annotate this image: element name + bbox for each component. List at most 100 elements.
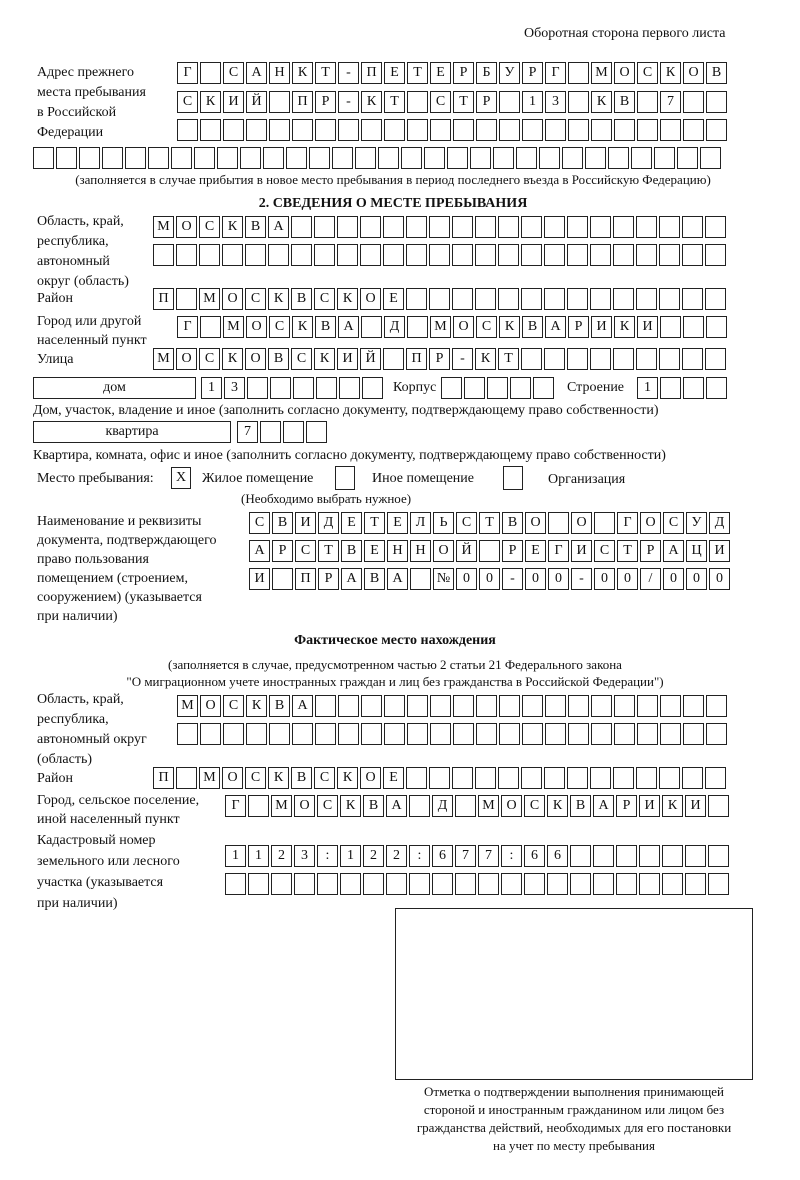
- char-cell[interactable]: Й: [246, 91, 267, 113]
- char-cell[interactable]: 6: [547, 845, 568, 867]
- char-cell[interactable]: [705, 288, 726, 310]
- char-cell[interactable]: К: [314, 348, 335, 370]
- char-cell[interactable]: [683, 723, 704, 745]
- char-cell[interactable]: К: [591, 91, 612, 113]
- char-cell[interactable]: [498, 767, 519, 789]
- char-cell[interactable]: [177, 119, 198, 141]
- char-cell[interactable]: [306, 421, 327, 443]
- char-cell[interactable]: [708, 795, 729, 817]
- char-cell[interactable]: [246, 723, 267, 745]
- char-cell[interactable]: А: [292, 695, 313, 717]
- char-cell[interactable]: А: [593, 795, 614, 817]
- char-cell[interactable]: [409, 873, 430, 895]
- char-cell[interactable]: [677, 147, 698, 169]
- char-cell[interactable]: [309, 147, 330, 169]
- char-cell[interactable]: Р: [429, 348, 450, 370]
- char-cell[interactable]: [705, 767, 726, 789]
- char-cell[interactable]: [409, 795, 430, 817]
- char-cell[interactable]: [384, 723, 405, 745]
- char-cell[interactable]: [286, 147, 307, 169]
- char-cell[interactable]: Е: [430, 62, 451, 84]
- char-cell[interactable]: [544, 288, 565, 310]
- char-cell[interactable]: О: [176, 348, 197, 370]
- char-cell[interactable]: С: [314, 767, 335, 789]
- char-cell[interactable]: [662, 873, 683, 895]
- char-cell[interactable]: В: [614, 91, 635, 113]
- char-cell[interactable]: А: [341, 568, 362, 590]
- char-cell[interactable]: 0: [525, 568, 546, 590]
- char-cell[interactable]: Т: [498, 348, 519, 370]
- char-cell[interactable]: М: [271, 795, 292, 817]
- char-cell[interactable]: [654, 147, 675, 169]
- char-cell[interactable]: 1: [522, 91, 543, 113]
- char-cell[interactable]: [706, 695, 727, 717]
- char-cell[interactable]: Р: [315, 91, 336, 113]
- char-cell[interactable]: Д: [318, 512, 339, 534]
- char-cell[interactable]: [636, 244, 657, 266]
- char-cell[interactable]: О: [525, 512, 546, 534]
- char-cell[interactable]: [567, 288, 588, 310]
- char-cell[interactable]: [452, 244, 473, 266]
- char-cell[interactable]: [293, 377, 314, 399]
- region-row-2[interactable]: [153, 244, 728, 266]
- char-cell[interactable]: П: [361, 62, 382, 84]
- char-cell[interactable]: 1: [248, 845, 269, 867]
- char-cell[interactable]: А: [338, 316, 359, 338]
- char-cell[interactable]: С: [317, 795, 338, 817]
- char-cell[interactable]: К: [547, 795, 568, 817]
- char-cell[interactable]: [360, 244, 381, 266]
- char-cell[interactable]: [499, 91, 520, 113]
- char-cell[interactable]: М: [430, 316, 451, 338]
- char-cell[interactable]: Б: [476, 62, 497, 84]
- char-cell[interactable]: 1: [225, 845, 246, 867]
- char-cell[interactable]: [562, 147, 583, 169]
- char-cell[interactable]: К: [222, 216, 243, 238]
- char-cell[interactable]: [470, 147, 491, 169]
- char-cell[interactable]: В: [245, 216, 266, 238]
- char-cell[interactable]: [498, 244, 519, 266]
- char-cell[interactable]: [337, 216, 358, 238]
- char-cell[interactable]: [590, 244, 611, 266]
- char-cell[interactable]: М: [199, 288, 220, 310]
- char-cell[interactable]: С: [269, 316, 290, 338]
- char-cell[interactable]: 0: [548, 568, 569, 590]
- char-cell[interactable]: [223, 119, 244, 141]
- char-cell[interactable]: Е: [384, 62, 405, 84]
- char-cell[interactable]: [568, 695, 589, 717]
- char-cell[interactable]: [361, 723, 382, 745]
- char-cell[interactable]: О: [453, 316, 474, 338]
- char-cell[interactable]: М: [591, 62, 612, 84]
- char-cell[interactable]: [568, 119, 589, 141]
- char-cell[interactable]: [591, 119, 612, 141]
- flat-number-row[interactable]: 7: [237, 421, 329, 443]
- char-cell[interactable]: [594, 512, 615, 534]
- char-cell[interactable]: Е: [525, 540, 546, 562]
- char-cell[interactable]: О: [683, 62, 704, 84]
- char-cell[interactable]: [590, 348, 611, 370]
- char-cell[interactable]: [683, 695, 704, 717]
- char-cell[interactable]: Е: [387, 512, 408, 534]
- char-cell[interactable]: [314, 216, 335, 238]
- char-cell[interactable]: [521, 216, 542, 238]
- char-cell[interactable]: [522, 119, 543, 141]
- char-cell[interactable]: [269, 119, 290, 141]
- char-cell[interactable]: [639, 873, 660, 895]
- char-cell[interactable]: [248, 795, 269, 817]
- char-cell[interactable]: К: [246, 695, 267, 717]
- char-cell[interactable]: С: [291, 348, 312, 370]
- char-cell[interactable]: [683, 377, 704, 399]
- char-cell[interactable]: 6: [524, 845, 545, 867]
- char-cell[interactable]: [683, 316, 704, 338]
- document-row-3[interactable]: И П Р А В А № 0 0-0 0-0 0/0 0 0: [249, 568, 732, 590]
- char-cell[interactable]: С: [199, 348, 220, 370]
- char-cell[interactable]: О: [246, 316, 267, 338]
- char-cell[interactable]: [706, 316, 727, 338]
- char-cell[interactable]: [613, 348, 634, 370]
- char-cell[interactable]: [613, 216, 634, 238]
- char-cell[interactable]: [362, 377, 383, 399]
- actual-region-row-2[interactable]: [177, 723, 729, 745]
- char-cell[interactable]: Ь: [433, 512, 454, 534]
- char-cell[interactable]: 3: [224, 377, 245, 399]
